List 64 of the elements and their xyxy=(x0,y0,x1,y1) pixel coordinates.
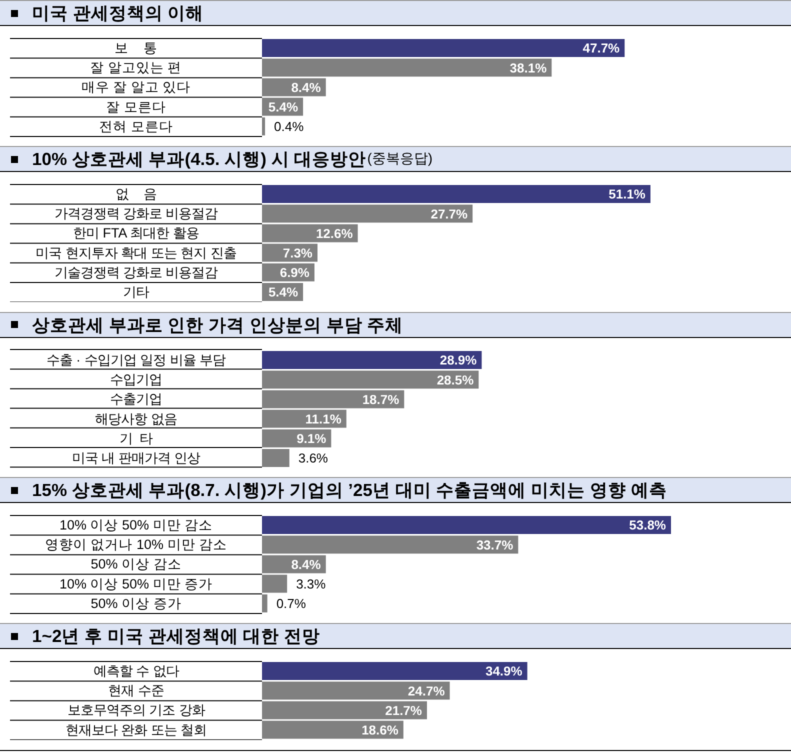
bar xyxy=(262,516,671,534)
data-label: 8.4% xyxy=(291,80,322,95)
data-label: 7.3% xyxy=(282,245,313,260)
y-tick-label: 잘 알고있는 편 xyxy=(90,60,182,76)
y-tick-label: 예측할 수 없다 xyxy=(93,664,179,679)
data-label: 5.4% xyxy=(268,99,298,114)
y-tick-label: 영향이 없거나 10% 미만 감소 xyxy=(44,537,228,552)
y-tick-label: 50% 이상 증가 xyxy=(90,596,182,612)
data-label: 47.7% xyxy=(582,40,620,56)
data-label: 9.1% xyxy=(296,430,327,446)
data-label: 6.9% xyxy=(280,265,310,280)
chart-title: 15% 상호관세 부과(8.7. 시행)가 기업의 ’25년 대미 수출금액에 미치는 영향 예측 xyxy=(32,479,667,502)
y-tick-label: 기술경쟁력 강화로 비용절감 xyxy=(54,264,218,280)
data-label: 0.7% xyxy=(276,596,306,612)
y-tick-label: 50% 이상 감소 xyxy=(90,556,182,572)
data-label: 3.3% xyxy=(296,576,326,592)
data-label: 0.4% xyxy=(274,119,304,134)
data-label: 24.7% xyxy=(408,683,446,698)
data-label: 38.1% xyxy=(510,60,548,76)
data-label: 18.6% xyxy=(362,722,399,738)
bar xyxy=(262,350,482,369)
data-label: 27.7% xyxy=(430,206,468,222)
chart-title: 10% 상호관세 부과(4.5. 시행) 시 대응방안 xyxy=(32,148,366,171)
y-tick-label: 기타 xyxy=(123,284,150,300)
data-label: 11.1% xyxy=(305,411,342,426)
chart-subtitle: (중복응답) xyxy=(367,150,433,168)
data-label: 5.4% xyxy=(268,284,298,300)
y-tick-label: 10% 이상 50% 미만 감소 xyxy=(59,518,213,533)
y-tick-label: 보 통 xyxy=(114,40,158,56)
y-tick-label: 매우 잘 알고 있다 xyxy=(81,80,191,95)
y-tick-label: 현재 수준 xyxy=(108,683,164,698)
y-tick-label: 10% 이상 50% 미만 증가 xyxy=(59,576,213,592)
bar xyxy=(262,39,625,57)
data-label: 34.9% xyxy=(485,664,523,679)
data-label: 12.6% xyxy=(316,226,354,241)
chart-title: 상호관세 부과로 인한 가격 인상분의 부담 주체 xyxy=(32,314,404,337)
chart-title: 1~2년 후 미국 관세정책에 대한 전망 xyxy=(32,625,320,648)
bar xyxy=(262,662,528,680)
data-label: 33.7% xyxy=(476,537,514,552)
data-label: 28.5% xyxy=(436,372,474,387)
data-label: 51.1% xyxy=(608,186,646,202)
y-tick-label: 보호무역주의 기조 강화 xyxy=(67,702,205,718)
y-tick-label: 해당사항 없음 xyxy=(95,410,177,426)
data-label: 53.8% xyxy=(629,518,666,533)
bar xyxy=(262,185,650,203)
y-tick-label: 가격경쟁력 강화로 비용절감 xyxy=(54,206,218,222)
y-tick-label: 전혀 모른다 xyxy=(99,118,173,134)
text: 미국 관세정책의 이해 xyxy=(32,2,204,25)
y-tick-label: 수출기업 xyxy=(110,391,162,406)
data-label: 8.4% xyxy=(291,557,322,572)
y-tick-label: 미국 내 판매가격 인상 xyxy=(72,450,200,466)
data-label: 21.7% xyxy=(385,703,422,718)
y-tick-label: 수입기업 xyxy=(110,372,162,387)
y-tick-label: 잘 모른다 xyxy=(106,99,166,114)
data-label: 28.9% xyxy=(440,352,478,368)
bar xyxy=(262,720,404,739)
y-tick-label: 한미 FTA 최대한 활용 xyxy=(73,226,199,241)
y-tick-label: 없 음 xyxy=(116,186,157,202)
data-label: 18.7% xyxy=(362,391,400,406)
y-tick-label: 기 타 xyxy=(119,430,153,446)
data-label: 3.6% xyxy=(298,450,328,466)
y-tick-label: 현재보다 완화 또는 철회 xyxy=(65,722,207,738)
y-tick-label: 미국 현지투자 확대 또는 현지 진출 xyxy=(36,245,236,260)
y-tick-label: 수출 · 수입기업 일정 비율 부담 xyxy=(46,352,226,368)
